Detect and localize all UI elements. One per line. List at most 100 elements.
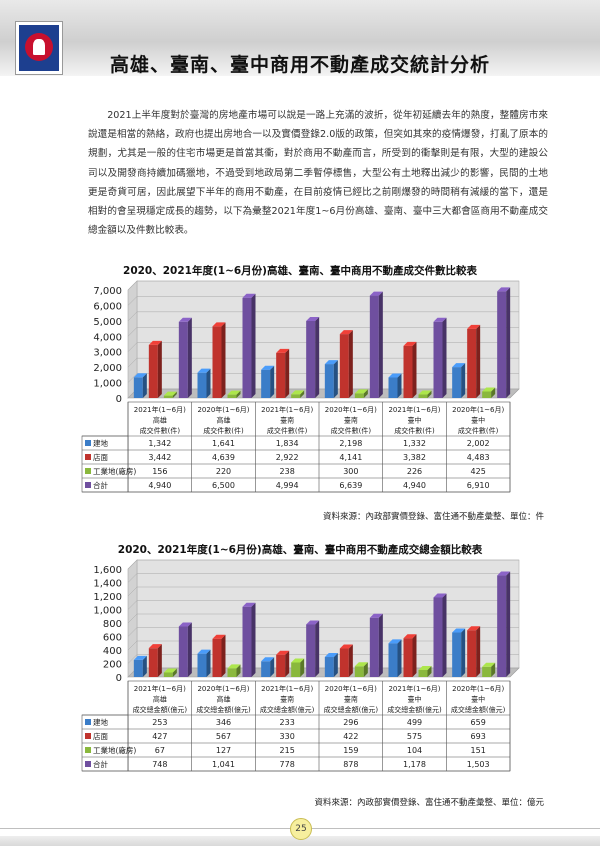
bar-front [482, 666, 492, 677]
bar-front [306, 624, 316, 677]
bar-side [300, 658, 305, 677]
gridline-diagonal [127, 280, 138, 291]
data-label: 2,198 [339, 439, 362, 448]
data-label: 6,910 [467, 481, 490, 490]
bar-3-5 [497, 571, 511, 677]
bar-front [163, 672, 173, 677]
bar-side [397, 639, 402, 677]
bar-side [142, 373, 147, 398]
bar-top [242, 293, 256, 298]
bar-2-2 [291, 390, 305, 398]
bar-top [418, 390, 432, 395]
bar-side [348, 644, 353, 677]
bar-top [261, 365, 275, 370]
data-label: 346 [216, 718, 231, 727]
bar-2-3 [354, 662, 368, 677]
legend-label: 工業地(廠房) [93, 745, 136, 755]
bar-side [315, 316, 320, 398]
data-label: 2,002 [467, 439, 490, 448]
y-tick-label: 200 [103, 660, 122, 671]
bar-side [236, 390, 241, 398]
gridline-diagonal [127, 296, 138, 306]
bar-1-0 [148, 644, 162, 677]
bar-side [506, 571, 511, 677]
data-label: 4,483 [467, 453, 490, 462]
gridline-diagonal [127, 342, 138, 352]
bar-side [315, 620, 320, 677]
data-label: 693 [471, 732, 486, 741]
bar-side [491, 387, 496, 398]
bar-0-5 [452, 628, 466, 677]
category-label: 臺南 [344, 416, 358, 425]
category-label: 2021年(1~6月) [134, 684, 186, 693]
bar-side [172, 391, 177, 398]
bar-side [442, 593, 447, 677]
data-label: 1,503 [467, 760, 490, 769]
bar-3-4 [433, 593, 447, 677]
bar-front [291, 394, 301, 398]
category-label: 2020年(1~6月) [325, 405, 377, 414]
bar-side [427, 390, 432, 398]
bar-front [324, 657, 334, 677]
y-tick-label: 400 [103, 646, 122, 657]
data-label: 575 [407, 732, 422, 741]
data-label: 3,442 [148, 453, 171, 462]
bar-front [276, 352, 286, 398]
bar-front [339, 334, 349, 398]
data-label: 427 [152, 732, 167, 741]
bar-front [178, 321, 188, 398]
bar-side [378, 613, 383, 677]
data-label: 422 [343, 732, 358, 741]
gridline-diagonal [127, 573, 138, 583]
publication-logo [16, 22, 62, 74]
bar-side [333, 360, 338, 398]
data-label: 6,639 [339, 481, 362, 490]
bar-side [461, 628, 466, 677]
bar-front [482, 391, 492, 398]
bar-3-1 [242, 602, 256, 677]
bar-1-3 [339, 644, 353, 677]
bar-top [163, 391, 177, 396]
bar-front [291, 662, 301, 677]
bar-top [467, 626, 481, 631]
y-tick-label: 1,400 [93, 579, 122, 590]
bar-2-2 [291, 658, 305, 677]
gridline-diagonal [127, 600, 138, 610]
category-label: 2020年(1~6月) [325, 684, 377, 693]
bar-0-4 [388, 373, 402, 398]
footer-band [0, 836, 600, 846]
y-tick-label: 5,000 [93, 317, 122, 328]
bar-3-5 [497, 287, 511, 398]
data-label: 2,922 [276, 453, 299, 462]
bar-1-3 [339, 330, 353, 398]
bar-top [276, 348, 290, 353]
category-label: 2020年(1~6月) [452, 684, 504, 693]
bar-side [221, 322, 226, 398]
logo-emblem-icon [25, 33, 53, 61]
bar-side [172, 668, 177, 677]
bar-2-5 [482, 662, 496, 677]
bar-2-1 [227, 664, 241, 677]
category-label: 成交總金額(億元) [196, 705, 251, 714]
bar-side [285, 650, 290, 677]
bar-side [348, 330, 353, 398]
bar-front [212, 638, 222, 677]
legend-label: 建地 [93, 717, 108, 727]
bar-0-2 [261, 657, 275, 677]
category-label: 臺中 [471, 695, 485, 704]
category-label: 成交件數(件) [394, 426, 435, 435]
data-label: 878 [343, 760, 358, 769]
bar-front [497, 575, 507, 677]
bar-2-0 [163, 391, 177, 398]
legend-swatch [85, 440, 91, 446]
gridline-diagonal [127, 613, 138, 624]
bar-top [324, 653, 338, 658]
bar-top [133, 655, 147, 660]
data-label: 1,332 [403, 439, 426, 448]
category-label: 2021年(1~6月) [388, 684, 440, 693]
bar-1-4 [403, 634, 417, 677]
page-number: 25 [290, 818, 312, 840]
gridline-diagonal [127, 327, 138, 337]
bar-front [418, 394, 428, 398]
bar-top [452, 628, 466, 633]
